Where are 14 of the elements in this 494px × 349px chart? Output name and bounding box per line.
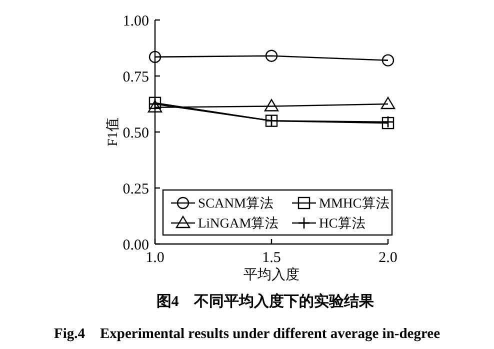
legend-label: HC算法: [319, 216, 366, 231]
legend-label: MMHC算法: [319, 196, 390, 211]
y-tick-label: 0.75: [122, 69, 149, 86]
legend-label: SCANM算法: [198, 196, 274, 211]
y-tick-label: 0.25: [122, 181, 149, 198]
text: Fig.4 Experimental results under different average in-degree: [54, 326, 441, 342]
y-tick-label: 1.00: [122, 13, 149, 30]
x-tick-label: 2.0: [378, 250, 398, 266]
x-tick-label: 1.5: [262, 250, 281, 266]
y-axis-title: F1值: [105, 118, 121, 146]
y-tick-label: 0.50: [122, 125, 149, 142]
text: 图4 不同平均入度下的实验结果: [156, 292, 375, 310]
x-axis-title: 平均入度: [244, 267, 300, 283]
legend-label: LiNGAM算法: [198, 216, 280, 231]
